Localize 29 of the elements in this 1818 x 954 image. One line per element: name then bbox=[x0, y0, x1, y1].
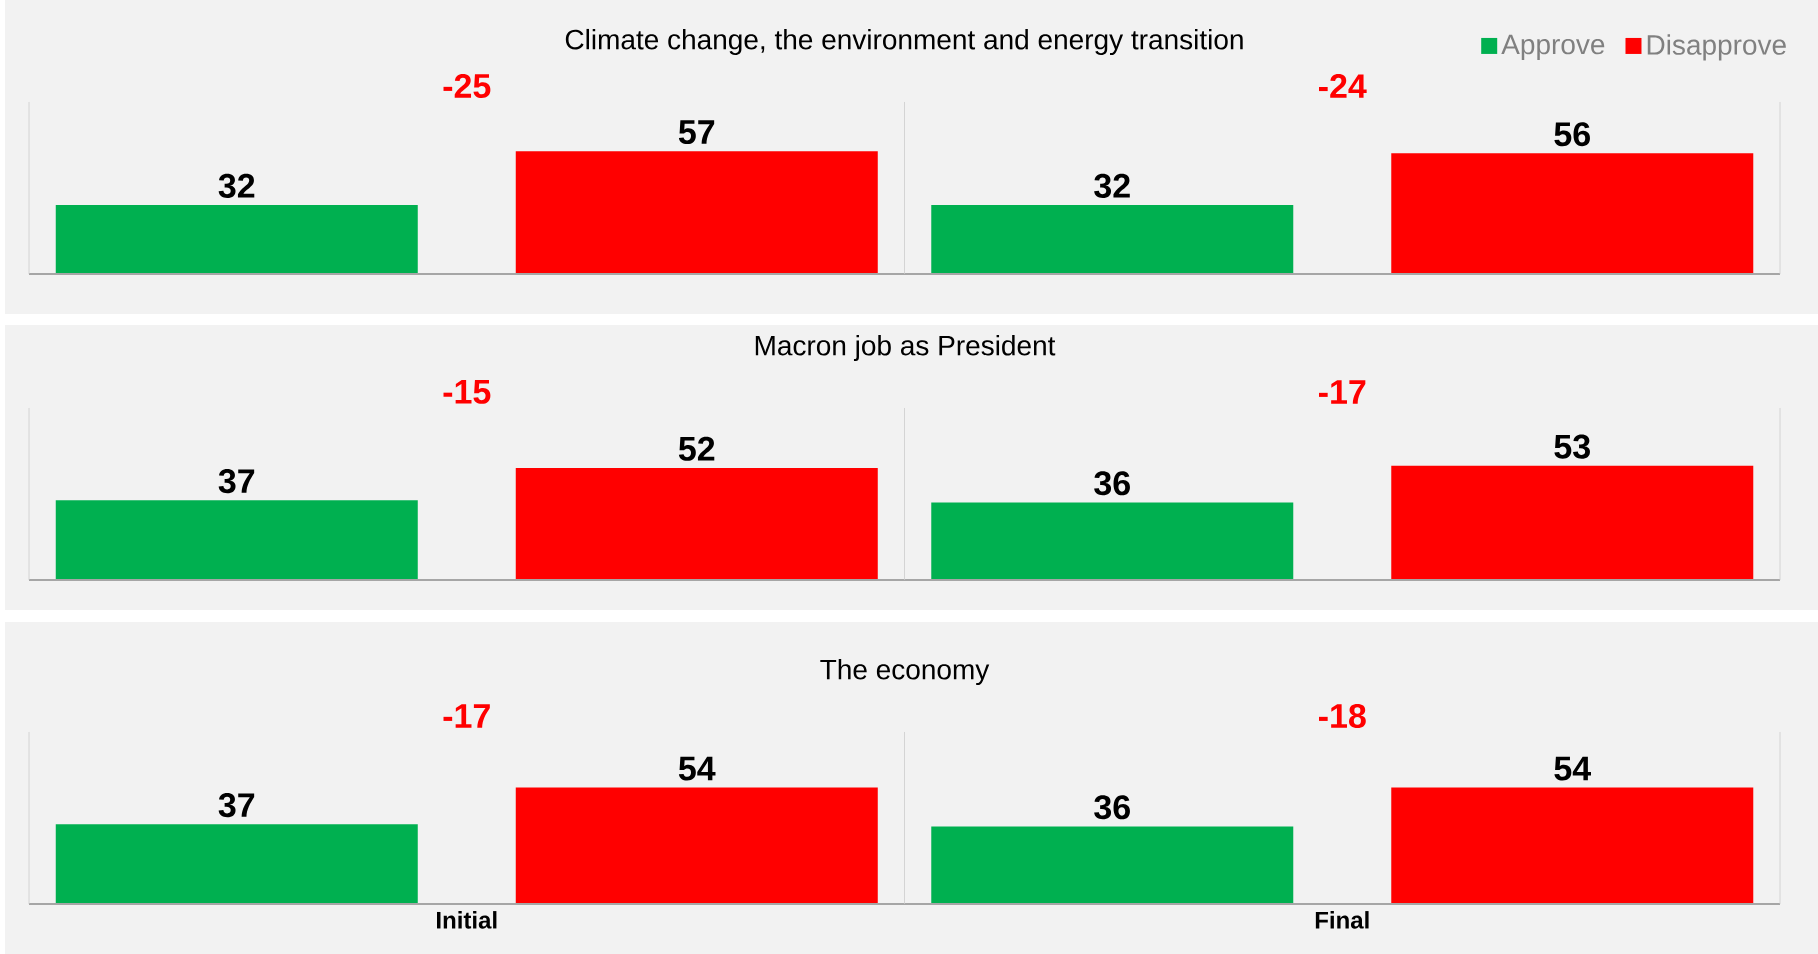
text: -24 bbox=[1319, 74, 1367, 98]
data-label: 37 bbox=[218, 469, 255, 494]
chart-title: Macron job as President bbox=[755, 334, 1056, 362]
chart-title: Climate change, the environment and energy transition bbox=[565, 28, 1243, 56]
bar bbox=[55, 500, 418, 580]
bar bbox=[1391, 465, 1754, 580]
data-label: 36 bbox=[1094, 795, 1130, 820]
legend-label: Approve bbox=[1501, 34, 1605, 60]
data-label: 56 bbox=[1554, 122, 1590, 147]
text: -18 bbox=[1319, 703, 1366, 729]
chart-title: The economy bbox=[820, 658, 990, 686]
data-label: 37 bbox=[218, 793, 255, 818]
data-label: 52 bbox=[678, 436, 715, 461]
bar bbox=[515, 467, 878, 580]
data-label: 32 bbox=[218, 173, 255, 198]
data-label: 54 bbox=[1554, 756, 1591, 781]
text: -25 bbox=[443, 73, 491, 99]
text: -17 bbox=[1319, 380, 1366, 404]
text: -15 bbox=[443, 380, 491, 404]
data-label: 36 bbox=[1094, 471, 1130, 496]
data-label: 32 bbox=[1094, 173, 1130, 198]
x-tick-label: Initial bbox=[437, 911, 497, 929]
bar bbox=[931, 502, 1294, 580]
data-label: 57 bbox=[678, 120, 715, 145]
text: -17 bbox=[443, 704, 490, 728]
x-tick-label: Final bbox=[1315, 911, 1369, 929]
data-label: 54 bbox=[678, 756, 716, 781]
legend-label: Disapprove bbox=[1647, 34, 1786, 61]
data-label: 53 bbox=[1554, 434, 1590, 459]
